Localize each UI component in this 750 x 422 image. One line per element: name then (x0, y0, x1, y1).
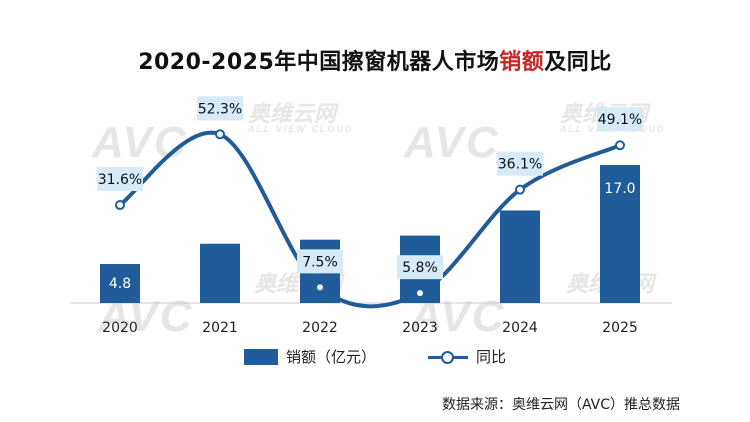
yoy-label-box-2023 (397, 255, 443, 280)
yoy-label-2021: 52.3% (198, 101, 242, 117)
yoy-label-2023: 5.8% (402, 260, 438, 276)
bar-2024 (500, 210, 540, 303)
x-tick-2021: 2021 (202, 320, 238, 336)
data-source: 数据来源：奥维云网（AVC）推总数据 (441, 397, 680, 413)
yoy-point-2021 (215, 129, 225, 140)
legend-label-yoy: 同比 (476, 348, 507, 366)
yoy-label-box-2022 (297, 249, 343, 274)
legend-swatch-bar (243, 348, 278, 365)
bar-2020 (100, 264, 140, 303)
yoy-label-box-2021 (197, 96, 243, 121)
chart-title: 2020-2025年中国擦窗机器人市场销额及同比 (0, 44, 750, 76)
chart-title-highlight: 销额 (499, 50, 545, 75)
yoy-label-2024: 36.1% (498, 157, 542, 173)
yoy-point-2025 (615, 140, 625, 151)
legend: 销额（亿元） 同比 (0, 346, 750, 367)
legend-item-sales: 销额（亿元） (243, 346, 376, 367)
bar-2021 (200, 243, 240, 303)
legend-item-yoy: 同比 (428, 346, 506, 367)
yoy-label-box-2025 (597, 107, 643, 132)
legend-label-sales: 销额（亿元） (285, 348, 376, 366)
bar-label-2025: 17.0 (604, 181, 635, 197)
x-tick-2023: 2023 (402, 320, 438, 336)
yoy-label-2022: 7.5% (302, 254, 338, 270)
yoy-label-2020: 31.6% (98, 172, 142, 188)
x-tick-2020: 2020 (102, 320, 138, 336)
yoy-label-box-2024 (497, 151, 543, 176)
yoy-label-box-2020 (97, 167, 143, 192)
x-tick-2025: 2025 (602, 320, 638, 336)
yoy-point-2022 (315, 282, 325, 293)
x-tick-2022: 2022 (302, 320, 338, 336)
yoy-line (118, 130, 621, 309)
yoy-point-2024 (515, 184, 525, 195)
yoy-point-2023 (415, 288, 425, 299)
bar-2025 (600, 165, 640, 303)
yoy-point-2020 (115, 200, 125, 211)
chart-title-prefix: 2020-2025年中国擦窗机器人市场 (138, 50, 500, 75)
yoy-label-2025: 49.1% (598, 112, 642, 128)
bar-label-2020: 4.8 (109, 276, 131, 292)
legend-swatch-line (428, 349, 468, 365)
chart-title-suffix: 及同比 (544, 50, 612, 75)
x-tick-2024: 2024 (502, 320, 538, 336)
